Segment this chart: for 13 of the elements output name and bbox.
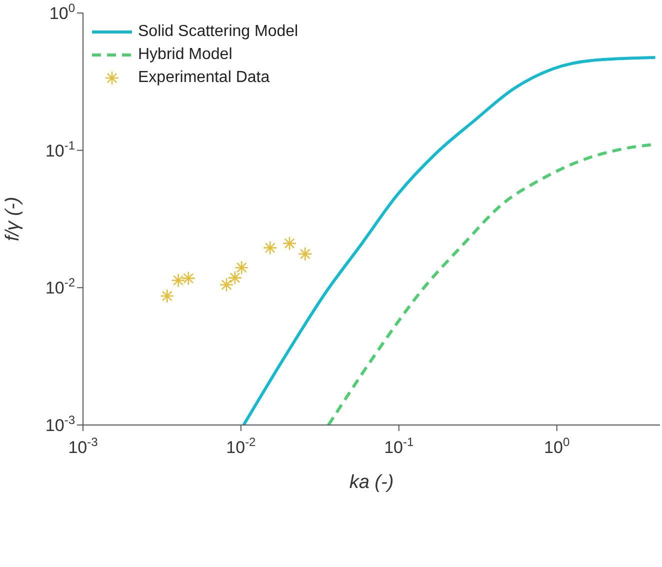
x-tick-label: 10$^{0}$ [544, 435, 570, 457]
x-tick-label: 10$^{-3}$ [68, 435, 98, 457]
y-tick-label: 10$^{-3}$ [45, 413, 76, 435]
legend-label: Solid Scattering Model [138, 22, 298, 42]
y-tick-label: 10$^{0}$ [49, 1, 76, 23]
legend-label: Experimental Data [138, 68, 270, 88]
legend-label: Hybrid Model [138, 45, 232, 65]
y-axis-title: f/γ (-) [2, 196, 24, 242]
x-tick-label: 10$^{-1}$ [384, 435, 414, 457]
y-tick-label: 10$^{-1}$ [45, 138, 76, 160]
y-tick-label: 10$^{-2}$ [45, 276, 76, 298]
x-axis-title: ka (-) [349, 472, 394, 493]
x-tick-label: 10$^{-2}$ [226, 435, 256, 457]
